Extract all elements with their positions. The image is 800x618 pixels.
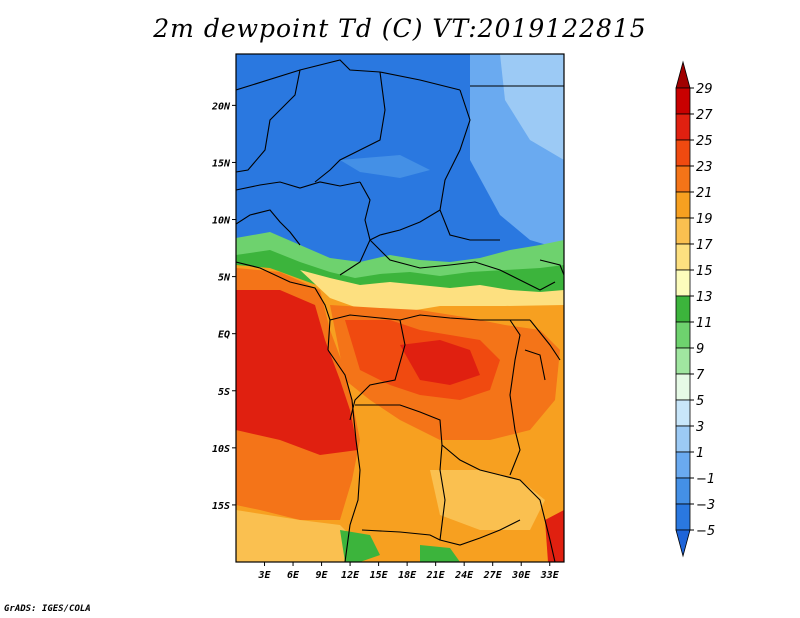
lat-tick-label: EQ xyxy=(218,330,230,341)
colorbar-swatch xyxy=(675,373,691,401)
grads-credit: GrADS: IGES/COLA xyxy=(4,604,91,614)
colorbar-swatch xyxy=(675,295,691,323)
colorbar-label: 9 xyxy=(696,342,704,357)
lon-tick-label: 9E xyxy=(316,570,329,581)
colorbar-swatch xyxy=(675,477,691,505)
colorbar-swatch xyxy=(675,347,691,375)
colorbar-swatch xyxy=(675,425,691,453)
colorbar-swatch xyxy=(675,503,691,531)
colorbar-swatch xyxy=(675,217,691,245)
lon-tick-label: 6E xyxy=(287,570,300,581)
country-borders xyxy=(236,59,564,562)
colorbar-swatch xyxy=(675,87,691,115)
lat-tick-label: 10N xyxy=(212,216,231,227)
lon-tick-label: 33E xyxy=(540,570,560,581)
colorbar-label: 11 xyxy=(696,316,713,331)
colorbar-swatch xyxy=(675,321,691,349)
lat-tick-label: 20N xyxy=(211,101,231,112)
colorbar-swatch xyxy=(675,165,691,193)
lon-tick-label: 30E xyxy=(511,570,531,581)
colorbar-swatch xyxy=(675,191,691,219)
colorbar-label: 23 xyxy=(696,160,713,175)
lat-tick-label: 15N xyxy=(212,158,231,169)
colorbar-label: 17 xyxy=(696,238,713,253)
longitude-axis: 3E 6E 9E 12E 15E 18E 21E 24E 27E 30E 33E xyxy=(257,562,560,581)
colorbar-swatch xyxy=(675,243,691,271)
colorbar-label: 5 xyxy=(696,394,704,409)
lat-tick-label: 5S xyxy=(218,387,230,398)
dewpoint-field xyxy=(236,54,564,562)
colorbar-swatch xyxy=(675,113,691,141)
lon-tick-label: 18E xyxy=(398,570,417,581)
colorbar-swatch xyxy=(675,139,691,167)
northern-highlands xyxy=(340,155,430,178)
lat-tick-label: 5N xyxy=(218,273,231,284)
colorbar-swatch xyxy=(675,529,691,558)
lon-tick-label: 3E xyxy=(257,570,271,581)
colorbar-label: 25 xyxy=(696,134,713,149)
colorbar-label: 29 xyxy=(696,82,713,97)
colorbar-label: 1 xyxy=(696,446,704,461)
colorbar-label: −3 xyxy=(696,498,715,513)
lon-tick-label: 27E xyxy=(483,570,503,581)
colorbar-label: 7 xyxy=(696,368,705,383)
colorbar-label: 15 xyxy=(696,264,713,279)
colorbar-swatch xyxy=(675,60,691,89)
colorbar-swatch xyxy=(675,269,691,297)
colorbar-label: 13 xyxy=(696,290,713,305)
dry-northeast-inner xyxy=(500,54,564,160)
colorbar-label: 27 xyxy=(696,108,713,123)
chart-title: 2m dewpoint Td (C) VT:2019122815 xyxy=(153,14,647,43)
lon-tick-label: 24E xyxy=(454,570,474,581)
colorbar-label: −5 xyxy=(696,524,715,539)
colorbar-label: 3 xyxy=(696,420,704,435)
colorbar-swatch xyxy=(675,451,691,479)
colorbar-swatch xyxy=(675,399,691,427)
colorbar-label: −1 xyxy=(696,472,715,487)
lon-tick-label: 12E xyxy=(341,570,360,581)
colorbar-label: 21 xyxy=(696,186,713,201)
lon-tick-label: 21E xyxy=(426,570,446,581)
map-frame xyxy=(235,53,565,563)
colorbar: 29 27 25 23 21 19 17 15 13 11 9 7 5 3 1 −1 −3 −5 xyxy=(675,60,715,558)
lon-tick-label: 15E xyxy=(370,570,389,581)
colorbar-label: 19 xyxy=(696,212,713,227)
lat-tick-label: 15S xyxy=(212,501,230,512)
lat-tick-label: 10S xyxy=(212,444,230,455)
latitude-axis: 20N 15N 10N 5N EQ 5S 10S 15S xyxy=(211,101,236,512)
